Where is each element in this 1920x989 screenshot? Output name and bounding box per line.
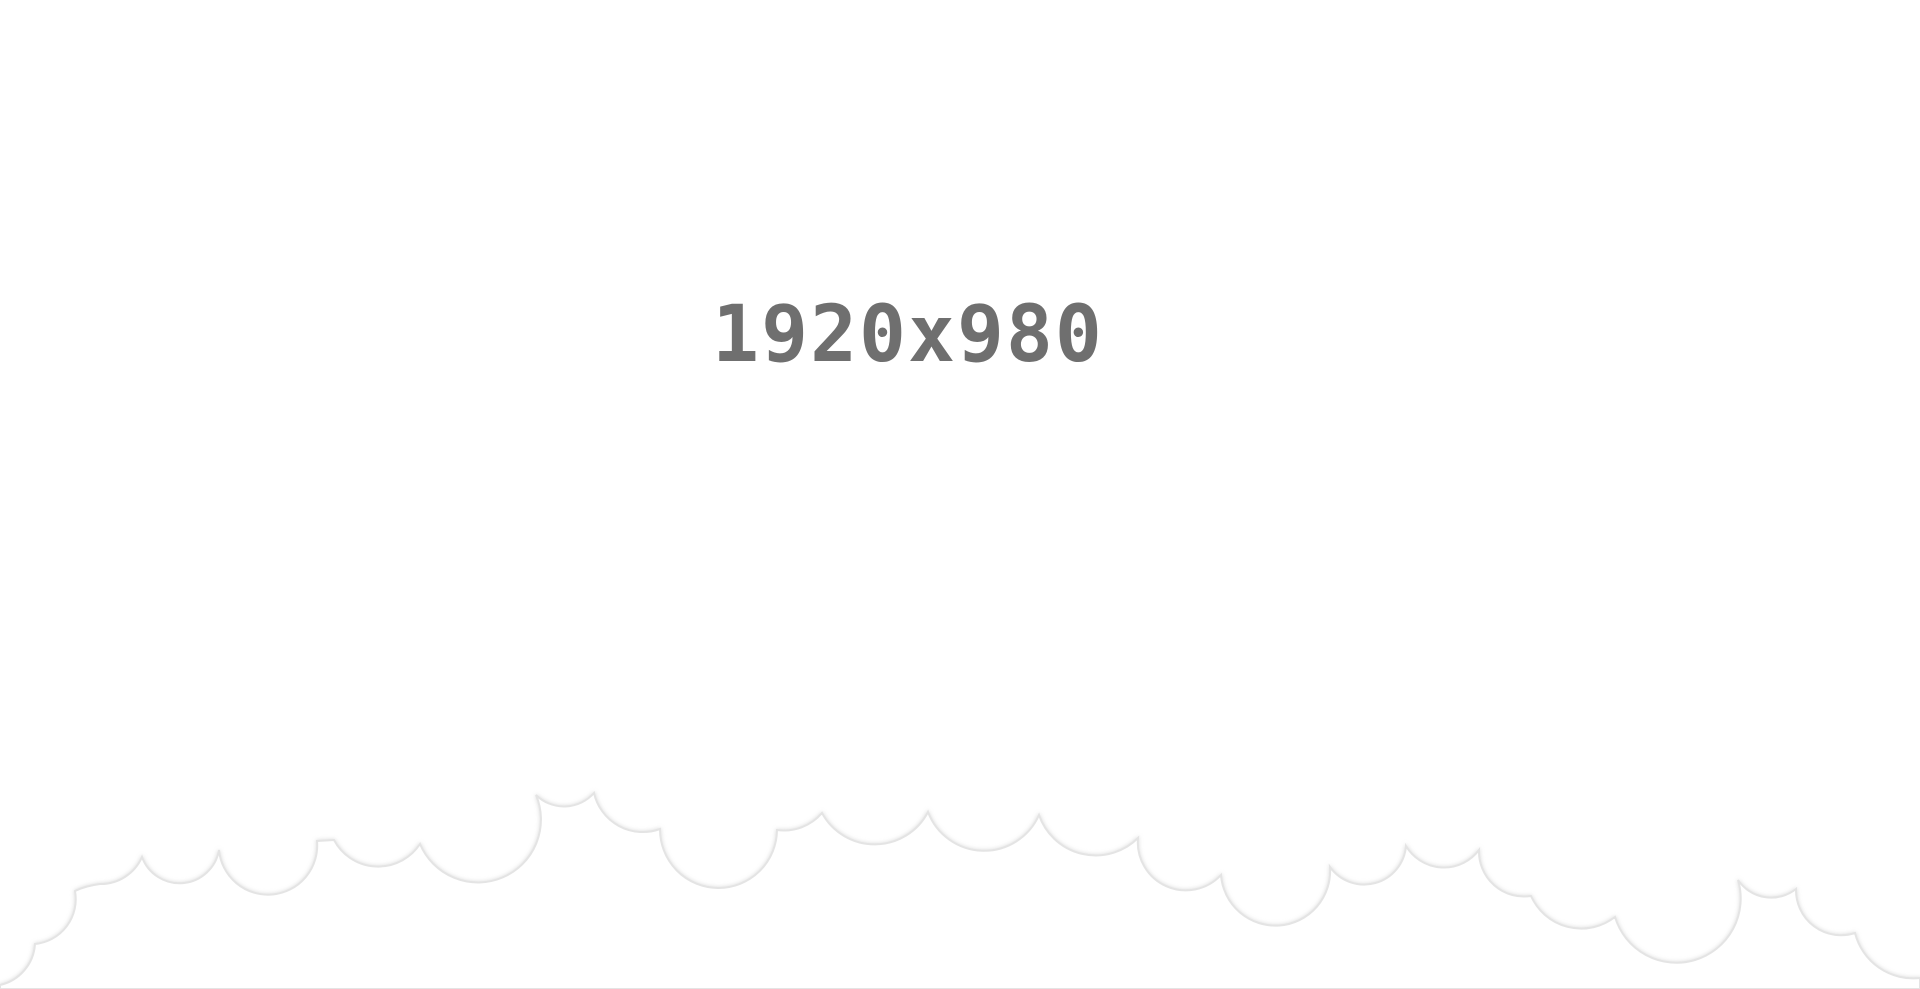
dimensions-label: 1920x980 (712, 290, 1104, 380)
cloud-shape (0, 790, 1920, 989)
